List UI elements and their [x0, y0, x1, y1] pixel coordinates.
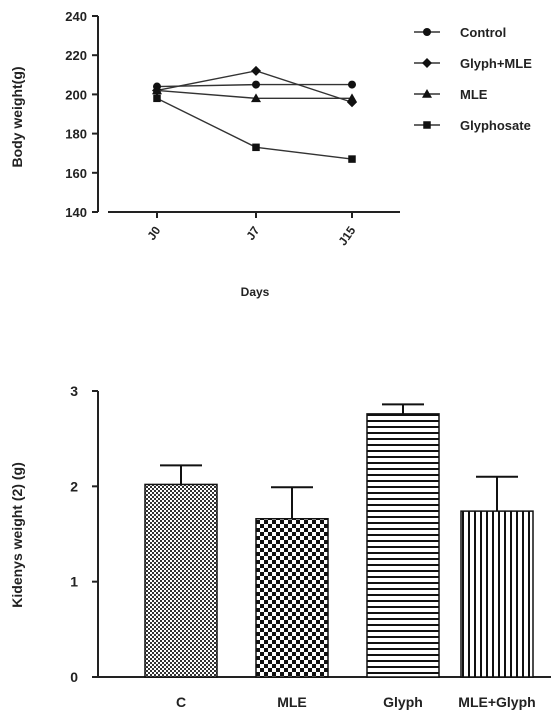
- bar: [460, 510, 534, 678]
- line-point: [153, 94, 161, 103]
- line-x-axis-label: Days: [241, 285, 270, 299]
- bar-y-tick-label: 0: [70, 669, 78, 685]
- legend-label: MLE: [460, 87, 488, 102]
- legend-marker: [422, 89, 432, 98]
- bar-x-tick-label: Glyph: [383, 694, 423, 710]
- legend-marker: [423, 28, 431, 36]
- line-point: [252, 80, 260, 89]
- line-y-tick-label: 160: [65, 166, 87, 181]
- line-y-tick-label: 140: [65, 205, 87, 220]
- legend-marker: [422, 58, 432, 68]
- line-point: [152, 85, 162, 95]
- legend-marker: [423, 121, 431, 129]
- bar-y-tick-label: 3: [70, 383, 78, 399]
- line-point: [252, 143, 260, 152]
- line-x-tick-label: J15: [335, 223, 358, 248]
- line-x-tick-label: J7: [243, 223, 262, 242]
- bar: [144, 483, 218, 678]
- line-point: [347, 93, 357, 103]
- bar: [255, 517, 329, 678]
- bar-x-tick-label: MLE: [277, 694, 307, 710]
- line-chart: 140 160 180 200 220 240 J0 J7 J15 Control Glyph+…: [9, 9, 532, 299]
- line-point: [348, 80, 356, 89]
- legend-label: Control: [460, 25, 506, 40]
- line-y-tick-label: 200: [65, 87, 87, 102]
- line-y-tick-label: 220: [65, 48, 87, 63]
- line-point: [348, 155, 356, 163]
- line-y-tick-label: 180: [65, 127, 87, 142]
- bar-y-axis-label: Kidenys weight (2) (g): [9, 462, 25, 607]
- line-x-tick-label: J0: [144, 223, 163, 242]
- bar-x-tick-label: C: [176, 694, 186, 710]
- line-point: [251, 65, 261, 76]
- bar-chart: 0 1 2 3 C MLE Glyph MLE+Glyph Kidenys weight (…: [9, 383, 551, 710]
- bar: [366, 413, 440, 678]
- line-y-tick-label: 240: [65, 9, 87, 24]
- bar-y-tick-label: 2: [70, 478, 78, 494]
- bar-y-tick-label: 1: [70, 574, 78, 590]
- bar-x-tick-label: MLE+Glyph: [458, 694, 535, 710]
- legend-label: Glyphosate: [460, 118, 531, 133]
- line-point: [251, 93, 261, 103]
- line-y-axis-label: Body weight(g): [9, 66, 25, 167]
- legend-label: Glyph+MLE: [460, 56, 532, 71]
